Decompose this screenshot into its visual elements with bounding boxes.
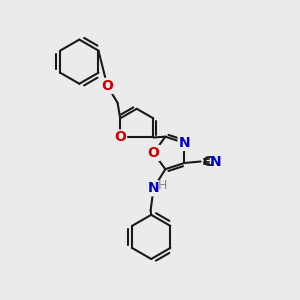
Text: N: N [178, 136, 190, 150]
Text: O: O [114, 130, 126, 145]
Text: N: N [210, 154, 222, 169]
Text: H: H [158, 179, 167, 192]
Text: O: O [101, 79, 113, 93]
Text: N: N [148, 181, 159, 195]
Text: C: C [202, 154, 212, 169]
Text: O: O [148, 146, 160, 160]
